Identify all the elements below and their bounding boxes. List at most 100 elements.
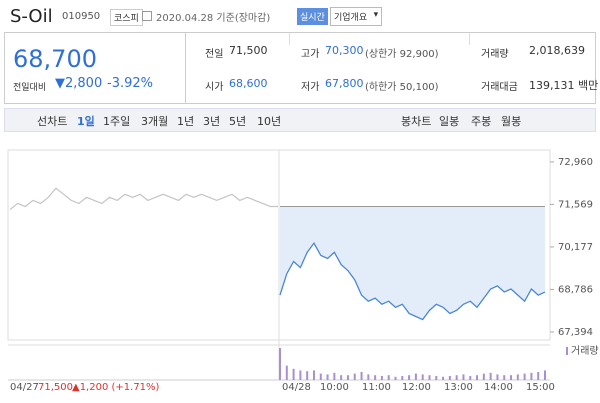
field-note: (상한가 92,900) <box>365 49 439 60</box>
period-tab[interactable]: 10년 <box>257 115 282 128</box>
market-badge: 코스피 <box>110 9 143 26</box>
y-tick-label: 70,177 <box>558 242 593 253</box>
volume-bar <box>503 375 506 380</box>
volume-bar <box>306 371 309 380</box>
volume-bar <box>510 375 513 380</box>
prev-day: 04/27 <box>10 382 39 393</box>
field-label: 전일 <box>205 49 224 60</box>
volume-bar <box>448 376 451 380</box>
date: 2020.04.28 기준(장마감) <box>156 13 271 24</box>
realtime-button[interactable]: 실시간 <box>297 8 328 25</box>
volume-bar <box>516 374 519 380</box>
volume-bar <box>435 376 438 380</box>
period-tab[interactable]: 1일 <box>77 115 95 128</box>
field-divider <box>289 33 290 45</box>
field-label: 고가 <box>301 49 320 60</box>
change-value: 2,800 <box>65 76 103 91</box>
x-tick-label: 11:00 <box>362 382 391 393</box>
dropdown-icon: ▾ <box>373 10 379 20</box>
volume-bar <box>401 376 404 380</box>
volume-bar <box>367 374 370 380</box>
volume-bar <box>360 372 363 380</box>
volume-bar <box>312 370 315 380</box>
field-label: 저가 <box>301 82 320 93</box>
volume-bar <box>476 375 479 380</box>
change: ▼2,800 <box>55 76 103 91</box>
chart: 거래량 04/27 71,500 ▲1,200 (+1.71%) 72,960 7… <box>7 149 599 393</box>
calendar-icon <box>142 11 152 21</box>
stock-name: S-Oil <box>10 6 53 27</box>
y-tick-label: 67,394 <box>558 327 593 338</box>
field-value: 67,800 <box>325 77 364 90</box>
volume-bar <box>414 373 417 380</box>
period-tab[interactable]: 5년 <box>229 115 247 128</box>
volume-bar <box>279 348 281 380</box>
volume-bar <box>319 373 322 380</box>
line-chart-label: 선차트 <box>37 115 68 128</box>
x-tick-label: 04/28 <box>282 382 311 393</box>
field-value: 70,300 <box>325 44 364 57</box>
candle-tab[interactable]: 월봉 <box>501 115 522 128</box>
period-tab[interactable]: 3년 <box>203 115 221 128</box>
company-button[interactable]: 기업개요 ▾ <box>330 7 383 26</box>
volume-bar <box>285 365 288 380</box>
price-panel <box>5 33 186 103</box>
area-fill <box>280 206 545 320</box>
volume-bar <box>530 372 533 380</box>
today-line <box>279 241 546 321</box>
volume-bar <box>340 375 343 380</box>
volume-bar <box>292 368 295 380</box>
volume-bar <box>455 375 458 380</box>
company-label: 기업개요 <box>334 13 368 23</box>
period-tab[interactable]: 3개월 <box>141 115 169 128</box>
candle-chart-label: 봉차트 <box>401 115 432 128</box>
prev-close: 71,500 <box>38 382 73 393</box>
field-value: 68,600 <box>229 77 268 90</box>
stock-code: 010950 <box>62 11 101 22</box>
field-divider <box>469 33 470 45</box>
volume-bar <box>489 372 492 380</box>
x-tick-label: 10:00 <box>320 382 349 393</box>
period-tab[interactable]: 1주일 <box>103 115 131 128</box>
summary-box: 68,700 전일대비 ▼2,800 -3.92% 전일 71,500 고가 70,3… <box>4 32 599 104</box>
current-price: 68,700 <box>13 45 97 73</box>
volume-legend-swatch <box>566 347 568 355</box>
y-tick-label: 72,960 <box>558 157 593 168</box>
volume-bar <box>394 376 397 380</box>
period-tab[interactable]: 1년 <box>177 115 195 128</box>
volume-bar <box>387 375 390 380</box>
volume-bar <box>421 374 424 380</box>
volume-bar <box>353 373 356 380</box>
x-tick-label: 12:00 <box>402 382 431 393</box>
previous-line <box>9 187 278 211</box>
field-note: (하한가 50,100) <box>365 82 439 93</box>
volume-bar <box>374 375 377 380</box>
field-label: 거래량 <box>481 49 509 60</box>
volume-bar <box>299 370 302 380</box>
volume-bar <box>333 372 336 380</box>
volume-bar <box>326 374 329 380</box>
volume-bar <box>537 372 540 380</box>
field-value: 2,018,639 <box>529 44 585 57</box>
candle-tab[interactable]: 일봉 <box>439 115 460 128</box>
field-label: 시가 <box>205 82 224 93</box>
field-value: 139,131 백만 <box>529 79 599 92</box>
volume-bar <box>408 375 411 380</box>
volume-bar <box>523 373 526 380</box>
x-tick-label: 14:00 <box>484 382 513 393</box>
prev-change: ▲1,200 (+1.71%) <box>72 382 160 393</box>
x-tick-label: 13:00 <box>444 382 473 393</box>
volume-bar <box>469 376 472 380</box>
field-label: 거래대금 <box>481 82 518 93</box>
volume-bar <box>496 374 499 380</box>
volume-bar <box>482 373 485 380</box>
volume-bar <box>346 375 349 380</box>
y-tick-label: 71,569 <box>558 199 593 210</box>
volume-bar <box>442 376 445 380</box>
y-tick-label: 68,786 <box>558 284 593 295</box>
change-label: 전일대비 <box>13 83 47 93</box>
volume-legend: 거래량 <box>571 345 599 357</box>
volume-bar <box>462 374 465 380</box>
candle-tab[interactable]: 주봉 <box>471 115 492 128</box>
